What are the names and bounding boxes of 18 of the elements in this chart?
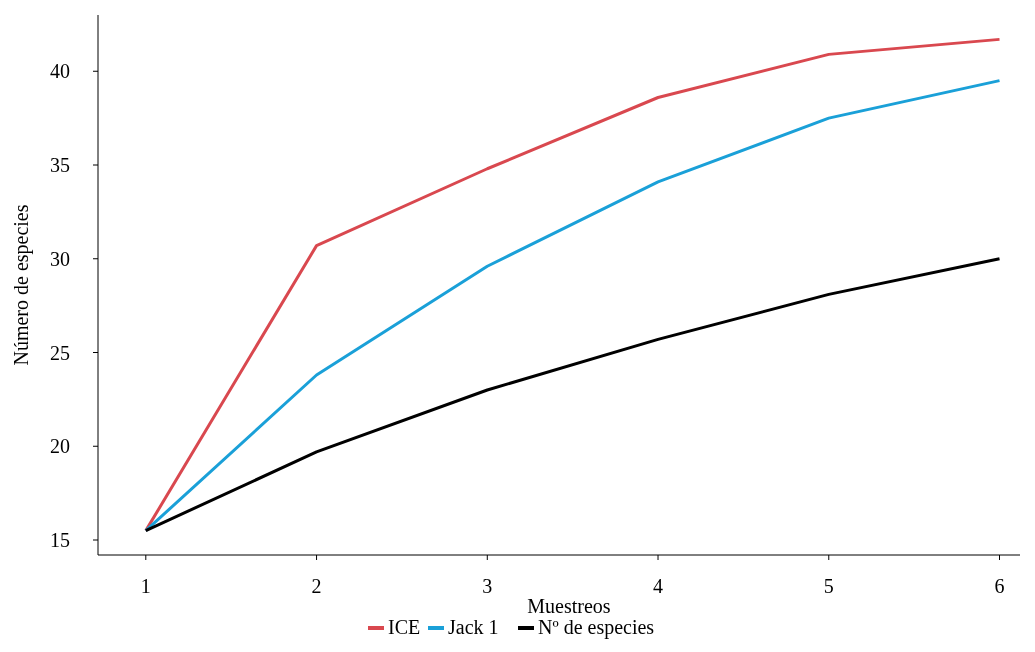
legend-label: Jack 1: [448, 616, 499, 638]
y-tick-label: 25: [50, 341, 70, 364]
x-tick-label: 6: [994, 575, 1005, 597]
x-axis-title: Muestreos: [527, 595, 611, 617]
y-tick-label: 40: [50, 60, 70, 83]
x-tick-label: 5: [823, 575, 834, 597]
x-tick-label: 4: [653, 575, 664, 597]
x-tick-label: 3: [482, 575, 493, 597]
y-tick-label: 20: [50, 435, 70, 458]
legend-label: ICE: [388, 616, 421, 638]
y-tick-label: 35: [50, 154, 70, 176]
y-tick-label: 30: [50, 247, 70, 270]
x-tick-label: 1: [140, 575, 151, 597]
line-series: [144, 257, 1002, 533]
y-tick-label: 15: [50, 529, 70, 551]
y-axis-title: Número de especies: [10, 204, 33, 366]
legend-label: Nº de especies: [538, 616, 655, 639]
x-tick-label: 2: [311, 575, 322, 597]
